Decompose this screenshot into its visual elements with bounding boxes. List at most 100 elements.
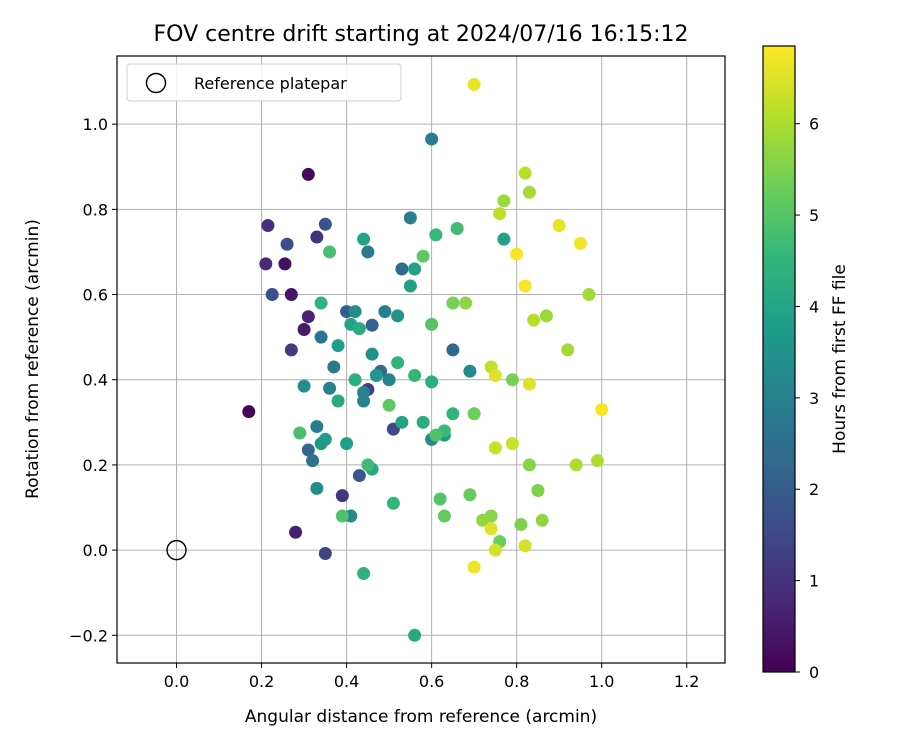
- data-point: [323, 381, 337, 395]
- x-tick-label: 1.2: [674, 672, 699, 691]
- data-point: [242, 405, 256, 419]
- data-point: [297, 379, 311, 393]
- y-tick-label: 1.0: [83, 115, 108, 134]
- data-point: [310, 481, 324, 495]
- data-point: [352, 322, 366, 336]
- legend: Reference platepar: [126, 63, 402, 102]
- data-point: [301, 443, 315, 457]
- data-point: [403, 211, 417, 225]
- data-point: [280, 237, 294, 251]
- data-point: [463, 488, 477, 502]
- data-point: [446, 343, 460, 357]
- data-point: [416, 415, 430, 429]
- data-point: [467, 407, 481, 421]
- colorbar-tick-label: 1: [809, 572, 819, 591]
- data-point: [590, 454, 604, 468]
- data-point: [357, 567, 371, 581]
- data-point: [335, 489, 349, 503]
- data-point: [595, 403, 609, 417]
- data-point: [301, 310, 315, 324]
- data-point: [518, 539, 532, 553]
- data-point: [416, 249, 430, 263]
- data-point: [348, 373, 362, 387]
- data-point: [467, 78, 481, 92]
- data-point: [352, 469, 366, 483]
- data-point: [357, 232, 371, 246]
- data-point: [433, 492, 447, 506]
- grid-lines: [117, 56, 725, 663]
- data-point: [297, 322, 311, 336]
- y-tick-label: 0.6: [83, 286, 108, 305]
- plot-area: 0.0 0.2 0.4 0.6 0.8 1.0 1.2 −0.2 0.0 0.2 0.4 0.6 0.8…: [69, 55, 726, 691]
- data-point: [514, 518, 528, 532]
- reference-marker: [166, 539, 187, 561]
- data-point: [446, 296, 460, 310]
- data-points: [242, 78, 609, 642]
- data-point: [340, 437, 354, 451]
- x-tick-label: 0.2: [249, 672, 274, 691]
- data-point: [284, 288, 298, 302]
- data-point: [395, 415, 409, 429]
- data-point: [306, 454, 320, 468]
- data-point: [301, 167, 315, 181]
- data-point: [425, 317, 439, 331]
- data-point: [314, 330, 328, 344]
- plot-frame: [116, 55, 726, 664]
- data-point: [335, 509, 349, 523]
- colorbar-tick-label: 0: [809, 663, 819, 682]
- y-tick-label: −0.2: [69, 626, 108, 645]
- x-tick-label: 0.0: [164, 672, 189, 691]
- colorbar-tick-label: 3: [809, 389, 819, 408]
- data-point: [437, 509, 451, 523]
- data-point: [369, 368, 383, 382]
- data-point: [361, 245, 375, 259]
- data-point: [318, 217, 332, 231]
- colorbar-tick-label: 5: [809, 206, 819, 225]
- data-point: [561, 343, 575, 357]
- legend-box: [126, 63, 402, 102]
- x-tick-label: 0.4: [334, 672, 359, 691]
- data-point: [522, 185, 536, 199]
- data-point: [378, 305, 392, 319]
- data-point: [505, 373, 519, 387]
- y-tick-label: 0.4: [83, 371, 108, 390]
- data-point: [318, 547, 332, 561]
- data-point: [518, 166, 532, 180]
- data-point: [265, 288, 279, 302]
- data-point: [327, 360, 341, 374]
- data-point: [289, 525, 303, 539]
- data-point: [261, 219, 275, 233]
- data-point: [518, 279, 532, 293]
- data-point: [331, 339, 345, 353]
- data-point: [522, 377, 536, 391]
- data-point: [403, 279, 417, 293]
- x-tick-label: 1.0: [589, 672, 614, 691]
- data-point: [429, 428, 443, 442]
- data-point: [382, 398, 396, 412]
- legend-reference-marker: [145, 72, 167, 94]
- data-point: [450, 222, 464, 236]
- data-point: [463, 364, 477, 378]
- legend-entry-label: Reference platepar: [194, 74, 347, 93]
- data-point: [522, 458, 536, 472]
- data-point: [488, 368, 502, 382]
- data-point: [539, 309, 553, 323]
- data-point: [314, 296, 328, 310]
- data-point: [425, 132, 439, 146]
- data-point: [446, 407, 460, 421]
- data-point: [484, 522, 498, 536]
- data-point: [408, 628, 422, 642]
- data-point: [293, 426, 307, 440]
- data-point: [459, 296, 473, 310]
- data-point: [497, 194, 511, 208]
- x-tick-label: 0.6: [419, 672, 444, 691]
- data-point: [323, 245, 337, 259]
- data-point: [531, 483, 545, 497]
- colorbar-bar: [762, 45, 796, 673]
- data-point: [361, 458, 375, 472]
- data-point: [259, 257, 273, 271]
- y-axis-ticks: −0.2 0.0 0.2 0.4 0.6 0.8 1.0: [69, 115, 117, 645]
- colorbar-tick-label: 6: [809, 115, 819, 134]
- data-point: [391, 356, 405, 370]
